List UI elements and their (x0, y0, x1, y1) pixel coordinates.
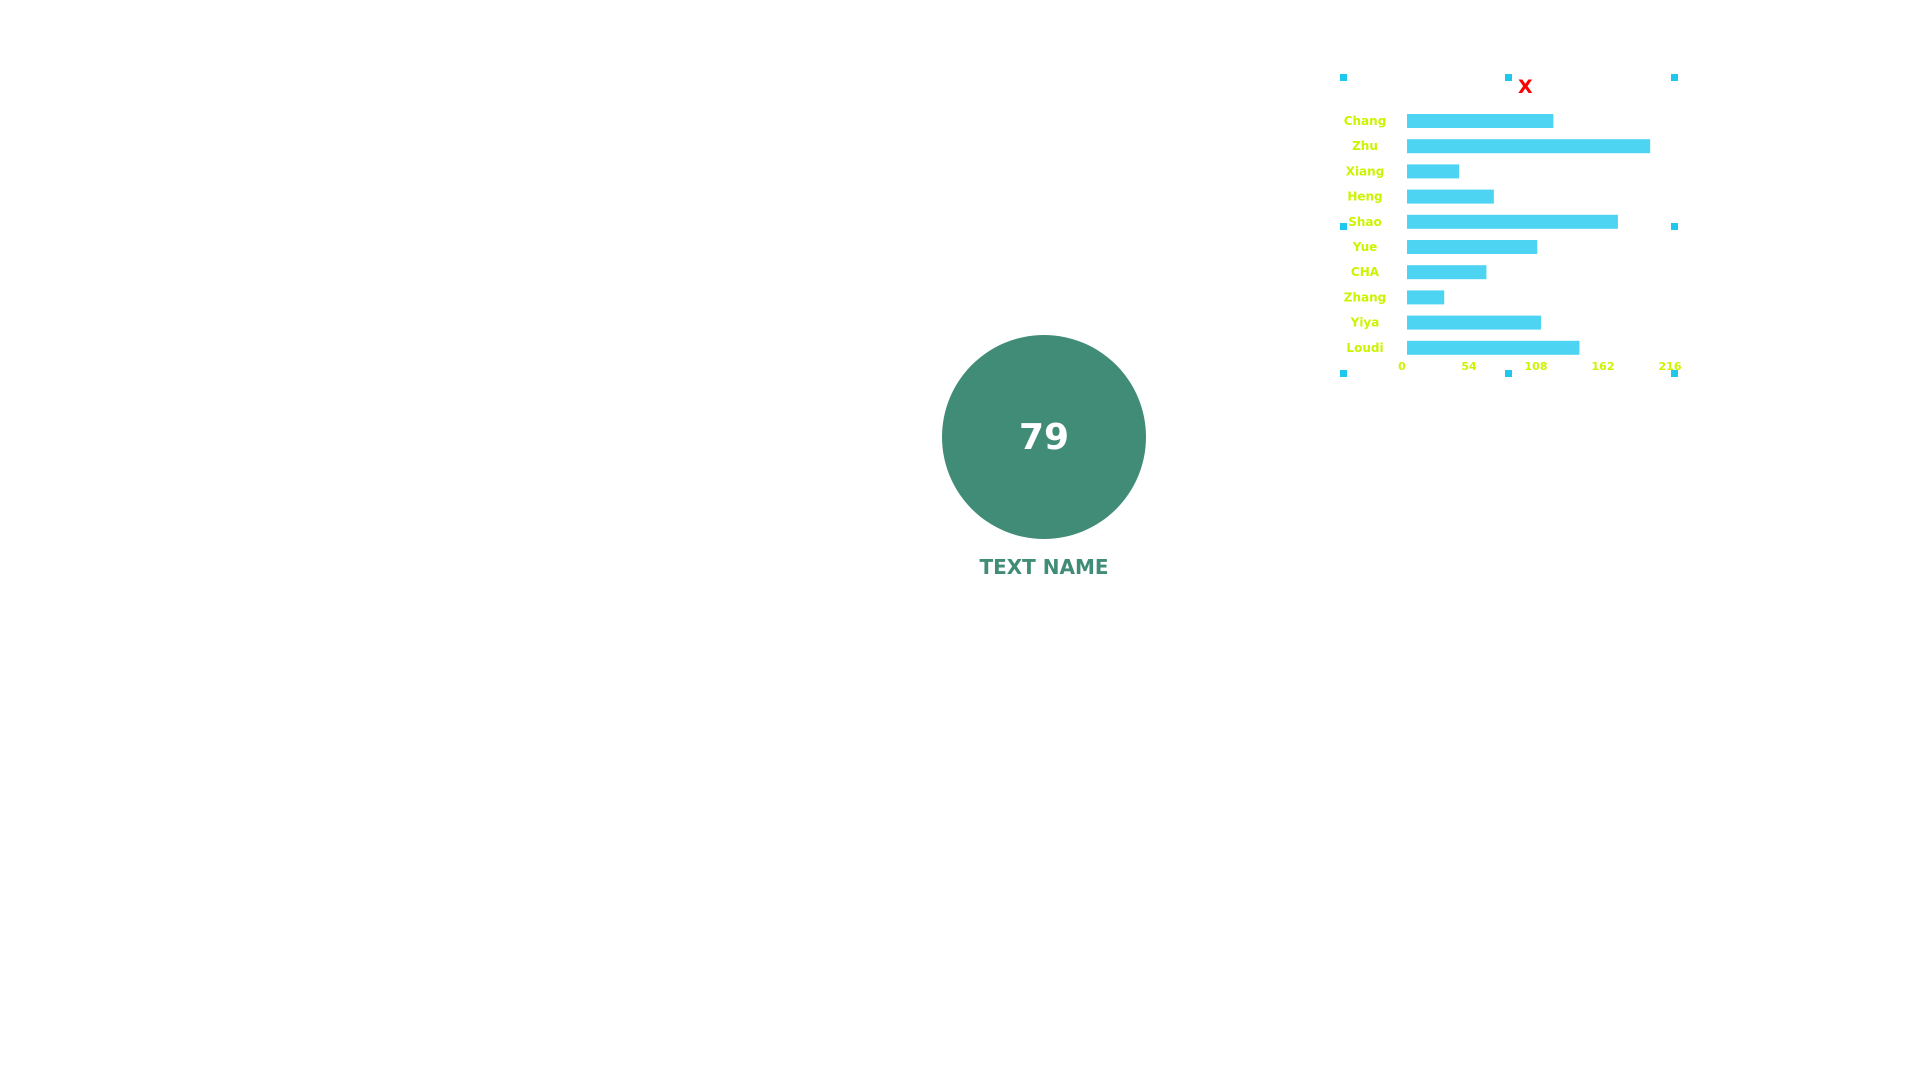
resize-handle-bottom[interactable] (1505, 370, 1512, 377)
resize-handle-top-left[interactable] (1340, 74, 1347, 81)
bar[interactable] (1407, 315, 1541, 330)
kpi-value: 79 (1018, 416, 1070, 458)
category-label: Heng (1347, 190, 1382, 204)
bar[interactable] (1407, 164, 1460, 179)
bar[interactable] (1407, 189, 1494, 204)
resize-handle-right[interactable] (1671, 223, 1678, 230)
resize-handle-top[interactable] (1505, 74, 1512, 81)
category-label: Xiang (1346, 164, 1385, 178)
resize-handle-bottom-right[interactable] (1671, 370, 1678, 377)
resize-handle-left[interactable] (1340, 223, 1347, 230)
category-label: Yiya (1350, 316, 1380, 330)
x-tick-label: 0 (1398, 360, 1406, 373)
category-label: Loudi (1346, 341, 1383, 355)
bar[interactable] (1407, 214, 1618, 229)
category-label: Zhu (1352, 139, 1378, 153)
bar-chart-widget[interactable]: X Chang Zhu Xiang Heng Shao Yue CHA Zhang Yiya Lo… (1340, 74, 1682, 377)
close-icon[interactable]: X (1518, 76, 1533, 98)
x-tick-label: 162 (1592, 360, 1615, 373)
resize-handle-top-right[interactable] (1671, 74, 1678, 81)
x-tick-label: 108 (1525, 360, 1548, 373)
category-label: Chang (1344, 114, 1387, 128)
category-label: Yue (1352, 240, 1378, 254)
bar[interactable] (1407, 290, 1445, 305)
category-label: Zhang (1344, 290, 1386, 304)
x-tick-label: 54 (1461, 360, 1477, 373)
kpi-circle[interactable]: 79 (942, 335, 1146, 539)
bar[interactable] (1407, 139, 1651, 154)
bar[interactable] (1407, 240, 1538, 254)
category-label: CHA (1351, 265, 1380, 279)
resize-handle-bottom-left[interactable] (1340, 370, 1347, 377)
x-tick-label: 216 (1659, 360, 1682, 373)
bar[interactable] (1407, 114, 1554, 128)
kpi-label: TEXT NAME (979, 555, 1109, 579)
bar-chart: Chang Zhu Xiang Heng Shao Yue CHA Zhang Yiya Loud… (1344, 114, 1682, 373)
bar[interactable] (1407, 265, 1487, 280)
category-label: Shao (1348, 215, 1382, 229)
bar[interactable] (1407, 340, 1580, 355)
